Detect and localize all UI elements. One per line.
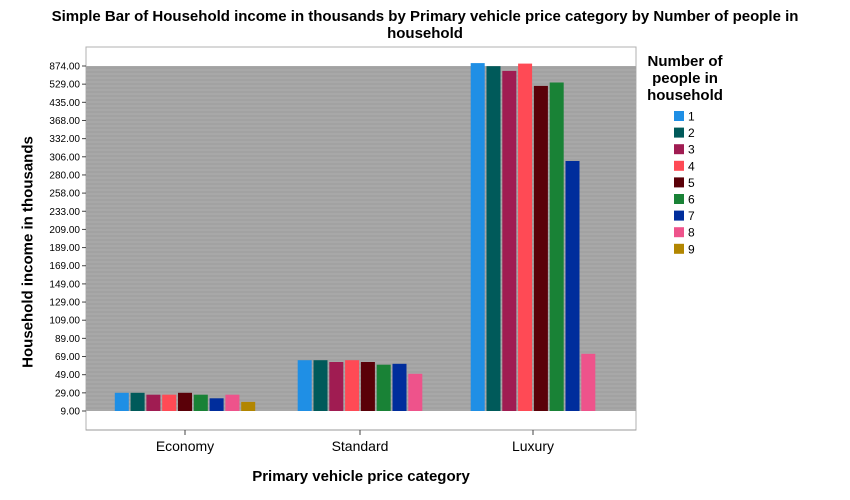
- bar-economy-9: [241, 401, 256, 411]
- legend-label-4: 4: [688, 159, 695, 173]
- bar-economy-1: [114, 392, 129, 411]
- legend-label-3: 3: [688, 143, 695, 157]
- bar-economy-2: [130, 392, 145, 411]
- legend-title-line-1: Number of: [647, 53, 723, 70]
- bar-luxury-5: [533, 85, 548, 412]
- legend-label-5: 5: [688, 176, 695, 190]
- legend-swatch-9: [674, 243, 684, 254]
- legend-title-line-2: people in: [652, 70, 718, 87]
- legend-swatch-5: [674, 177, 684, 188]
- y-tick-label: 435.00: [49, 98, 80, 109]
- y-tick-label: 258.00: [49, 189, 80, 200]
- bar-economy-7: [209, 398, 224, 411]
- y-tick-label: 89.00: [55, 334, 80, 345]
- legend: 1 2 3 4 5 6 7 8 9: [674, 110, 695, 256]
- legend-swatch-3: [674, 144, 684, 155]
- legend-label-8: 8: [688, 226, 695, 240]
- bar-standard-2: [313, 360, 328, 411]
- x-tick-label-standard: Standard: [332, 438, 389, 454]
- y-tick-label: 280.00: [49, 170, 80, 181]
- y-axis-ticks: 9.00 29.00 49.00 69.00 89.00 109.00 129.00 149.…: [49, 62, 86, 418]
- bars: [114, 63, 596, 412]
- y-tick-label: 874.00: [49, 62, 80, 73]
- y-tick-label: 49.00: [55, 370, 80, 381]
- bar-luxury-1: [470, 63, 485, 411]
- bar-standard-3: [329, 362, 344, 411]
- bar-luxury-6: [549, 82, 564, 411]
- legend-label-7: 7: [688, 209, 695, 223]
- bar-luxury-7: [565, 161, 580, 411]
- bar-economy-3: [146, 394, 161, 411]
- y-tick-label: 306.00: [49, 152, 80, 163]
- bar-economy-6: [193, 394, 208, 411]
- bar-standard-8: [408, 373, 423, 411]
- legend-swatch-6: [674, 194, 684, 204]
- y-tick-label: 209.00: [49, 225, 80, 236]
- legend-title-line-3: household: [647, 87, 723, 104]
- legend-swatch-8: [674, 227, 684, 238]
- x-axis-label: Primary vehicle price category: [252, 468, 470, 485]
- y-tick-label: 129.00: [49, 298, 80, 309]
- legend-label-6: 6: [688, 193, 695, 207]
- y-tick-label: 169.00: [49, 261, 80, 272]
- chart-title-line-1: Simple Bar of Household income in thousa…: [51, 8, 799, 25]
- bar-standard-7: [392, 363, 407, 411]
- bar-luxury-2: [486, 66, 501, 411]
- y-tick-label: 529.00: [49, 80, 80, 91]
- bar-economy-8: [225, 394, 240, 411]
- x-tick-label-economy: Economy: [156, 438, 214, 454]
- chart-title: Simple Bar of Household income in thousa…: [0, 8, 850, 42]
- y-tick-label: 149.00: [49, 279, 80, 290]
- bar-standard-4: [345, 360, 360, 411]
- y-tick-label: 69.00: [55, 352, 80, 363]
- x-axis-ticks: Economy Standard Luxury: [86, 429, 636, 454]
- legend-title: Number of people in household: [640, 53, 730, 104]
- y-tick-label: 29.00: [55, 388, 80, 399]
- y-tick-label: 189.00: [49, 243, 80, 254]
- bar-economy-4: [162, 394, 177, 411]
- legend-label-2: 2: [688, 126, 695, 140]
- y-tick-label: 368.00: [49, 116, 80, 127]
- legend-label-9: 9: [688, 242, 695, 256]
- y-tick-label: 109.00: [49, 316, 80, 327]
- y-tick-label: 332.00: [49, 134, 80, 145]
- legend-swatch-2: [674, 127, 684, 138]
- bar-luxury-3: [502, 70, 517, 412]
- y-tick-label: 233.00: [49, 207, 80, 218]
- y-tick-label: 9.00: [61, 407, 81, 418]
- bar-economy-5: [178, 392, 192, 411]
- legend-swatch-4: [674, 160, 684, 171]
- legend-swatch-1: [674, 111, 684, 121]
- chart-title-line-2: household: [387, 25, 463, 42]
- x-tick-label-luxury: Luxury: [512, 438, 554, 454]
- legend-swatch-7: [674, 210, 684, 221]
- bar-standard-1: [297, 360, 312, 411]
- legend-label-1: 1: [688, 110, 695, 124]
- bar-luxury-8: [581, 353, 596, 411]
- bar-luxury-4: [518, 63, 533, 411]
- bar-standard-6: [376, 364, 391, 411]
- bar-standard-5: [360, 362, 375, 411]
